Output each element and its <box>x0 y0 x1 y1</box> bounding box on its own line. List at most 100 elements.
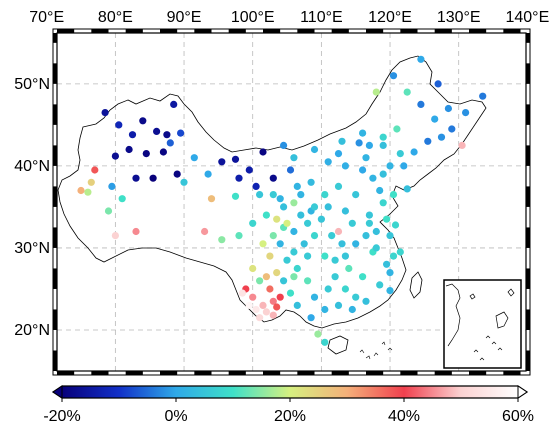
x-tick-label: 140°E <box>505 9 549 26</box>
station-point <box>317 215 325 223</box>
station-point <box>328 232 336 240</box>
station-point <box>283 219 291 227</box>
frame-segment <box>263 371 281 375</box>
station-point <box>87 178 95 186</box>
station-point <box>396 150 404 158</box>
station-point <box>101 109 109 117</box>
inset-coastline <box>445 283 515 361</box>
station-point <box>352 240 360 248</box>
map-frame <box>52 28 531 376</box>
station-point <box>269 191 277 199</box>
station-point <box>386 232 394 240</box>
station-points <box>77 55 487 346</box>
station-point <box>91 166 99 174</box>
station-point <box>273 269 281 277</box>
station-point <box>249 293 257 301</box>
frame-segment <box>91 29 109 33</box>
frame-segment <box>228 29 246 33</box>
station-point <box>269 174 277 182</box>
station-point <box>115 121 123 129</box>
china-outline-layer <box>57 55 487 360</box>
frame-segment <box>125 371 143 375</box>
station-point <box>290 273 298 281</box>
station-point <box>365 219 373 227</box>
station-point <box>252 305 260 314</box>
station-point <box>259 148 267 156</box>
x-tick-label: 90°E <box>167 9 202 26</box>
station-point <box>276 293 284 301</box>
station-point <box>324 203 332 211</box>
station-point <box>304 277 312 285</box>
station-point <box>190 154 198 162</box>
taiwan-outline <box>409 271 423 299</box>
station-point <box>369 174 377 182</box>
station-point <box>431 115 439 123</box>
inset-frame <box>443 279 522 369</box>
station-point <box>297 211 305 219</box>
x-tick-label: 80°E <box>98 9 133 26</box>
station-point <box>262 308 270 316</box>
station-point <box>204 170 212 178</box>
china-outline <box>57 55 487 329</box>
station-point <box>341 285 349 293</box>
frame-segment <box>503 371 521 375</box>
station-point <box>362 154 370 162</box>
station-point <box>304 252 312 260</box>
station-point <box>417 55 425 63</box>
station-point <box>286 166 295 174</box>
station-point <box>273 215 281 223</box>
station-point <box>177 129 185 137</box>
frame-segment <box>53 63 57 84</box>
y-tick-label: 50°N <box>14 76 50 93</box>
station-point <box>180 178 188 186</box>
station-point <box>132 227 140 236</box>
frame-segment <box>469 371 487 375</box>
station-point <box>359 129 367 137</box>
station-point <box>372 244 380 252</box>
frame-segment <box>57 371 75 375</box>
south-china-sea-inset <box>443 279 522 369</box>
station-point <box>304 219 312 227</box>
station-point <box>256 191 264 199</box>
station-point <box>290 154 298 162</box>
station-point <box>379 199 387 207</box>
station-point <box>331 256 339 264</box>
station-point <box>352 293 360 301</box>
frame-segment <box>194 29 212 33</box>
frame-segment <box>469 29 487 33</box>
x-tick-labels: 70°E 80°E 90°E 100°E 110°E 120°E 130°E 140°E <box>29 9 549 26</box>
colorbar: -20% 0% 20% 40% 60% <box>43 385 534 425</box>
station-point <box>393 125 401 133</box>
station-point <box>77 186 85 195</box>
station-point <box>376 186 384 195</box>
station-point <box>218 158 226 166</box>
station-point <box>280 141 288 149</box>
station-point <box>310 145 319 154</box>
station-point <box>276 195 284 203</box>
station-point <box>365 141 373 149</box>
station-point <box>348 219 356 227</box>
station-point <box>300 240 308 248</box>
station-point <box>400 162 408 170</box>
frame-segment <box>194 371 212 375</box>
station-point <box>252 182 260 190</box>
x-tick-label: 70°E <box>29 9 64 26</box>
station-point <box>462 109 470 117</box>
frame-segment <box>526 145 530 166</box>
station-point <box>170 100 178 108</box>
station-point <box>386 269 394 277</box>
frame-segment <box>57 29 75 33</box>
station-point <box>235 232 243 240</box>
station-point <box>458 141 466 149</box>
station-point <box>341 252 349 260</box>
station-point <box>389 72 398 80</box>
y-tick-label: 20°N <box>14 322 50 339</box>
station-point <box>324 158 332 166</box>
station-point <box>331 273 339 281</box>
station-point <box>84 188 92 196</box>
x-tick-label: 130°E <box>437 9 481 26</box>
station-point <box>345 264 353 273</box>
frame-segment <box>366 29 384 33</box>
colorbar-ticks: -20% 0% 20% 40% 60% <box>43 398 534 425</box>
